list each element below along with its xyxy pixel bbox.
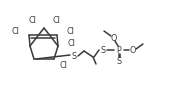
Text: Cl: Cl	[68, 39, 76, 48]
Text: Cl: Cl	[59, 61, 67, 70]
Text: Cl: Cl	[52, 16, 60, 24]
Text: Cl: Cl	[28, 16, 36, 24]
Text: S: S	[72, 51, 77, 60]
Text: Cl: Cl	[11, 27, 19, 36]
Text: S: S	[116, 57, 122, 66]
Text: O: O	[130, 46, 136, 55]
Text: S: S	[100, 46, 106, 55]
Text: Cl: Cl	[67, 27, 75, 36]
Text: P: P	[117, 46, 121, 55]
Text: O: O	[111, 33, 117, 42]
